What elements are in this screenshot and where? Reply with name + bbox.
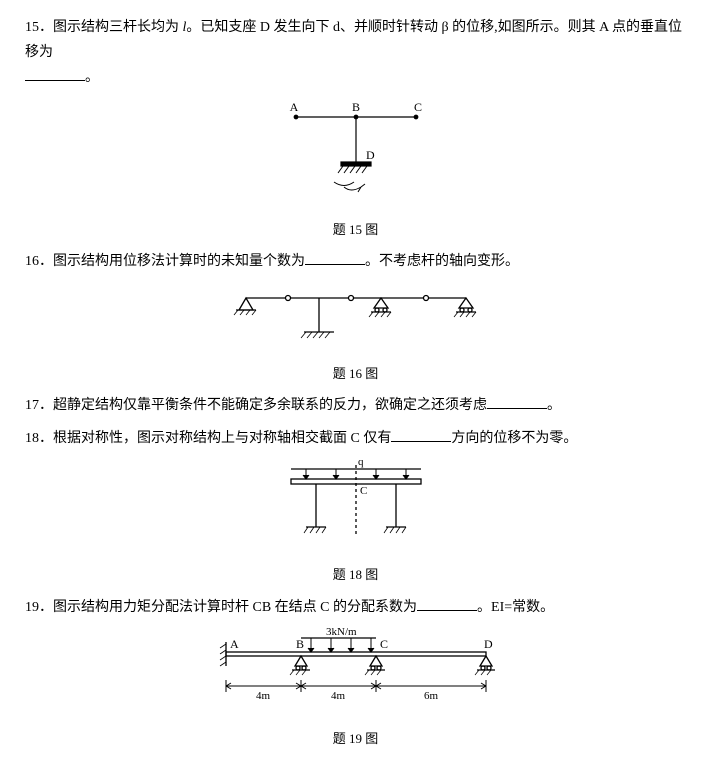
svg-text:A: A xyxy=(230,637,239,651)
q19-b: 。EI=常数。 xyxy=(477,600,554,615)
q15-a: 图示结构三杆长均为 xyxy=(53,20,183,35)
blank-fill xyxy=(391,428,451,442)
q17-end: 。 xyxy=(547,398,561,413)
q16-a: 图示结构用位移法计算时的未知量个数为 xyxy=(53,254,305,269)
q16-num: 16． xyxy=(25,254,53,269)
svg-text:4m: 4m xyxy=(331,690,346,702)
question-15-text: 15．图示结构三杆长均为 l。已知支座 D 发生向下 d、并顺时针转动 β 的位… xyxy=(25,15,686,65)
figure-19-caption: 题 19 图 xyxy=(25,727,686,750)
blank-fill xyxy=(305,251,365,265)
figure-16-svg xyxy=(216,280,496,350)
question-19: 19．图示结构用力矩分配法计算时杆 CB 在结点 C 的分配系数为 。EI=常数。 xyxy=(25,595,686,751)
svg-text:q: q xyxy=(358,457,364,468)
figure-18: q C 题 18 图 xyxy=(25,457,686,587)
question-18: 18．根据对称性，图示对称结构上与对称轴相交截面 C 仅有 方向的位移不为零。 xyxy=(25,426,686,587)
figure-18-caption: 题 18 图 xyxy=(25,563,686,586)
figure-15-caption: 题 15 图 xyxy=(25,218,686,241)
q15-end: 。 xyxy=(85,70,99,85)
svg-text:D: D xyxy=(366,148,375,162)
svg-text:4m: 4m xyxy=(256,690,271,702)
figure-16: 题 16 图 xyxy=(25,280,686,385)
svg-text:3kN/m: 3kN/m xyxy=(326,626,357,638)
question-17: 17．超静定结构仅靠平衡条件不能确定多余联系的反力，欲确定之还须考虑 。 xyxy=(25,393,686,418)
q19-a: 图示结构用力矩分配法计算时杆 CB 在结点 C 的分配系数为 xyxy=(53,600,417,615)
svg-text:B: B xyxy=(296,637,304,651)
q18-b: 方向的位移不为零。 xyxy=(451,431,577,446)
q17-num: 17． xyxy=(25,398,53,413)
blank-fill xyxy=(487,395,547,409)
svg-text:6m: 6m xyxy=(424,690,439,702)
q18-a: 根据对称性，图示对称结构上与对称轴相交截面 C 仅有 xyxy=(53,431,391,446)
question-16: 16．图示结构用位移法计算时的未知量个数为 。不考虑杆的轴向变形。 xyxy=(25,249,686,385)
blank-fill xyxy=(25,67,85,81)
figure-15: A B C D 题 15 图 xyxy=(25,97,686,242)
svg-text:C: C xyxy=(413,100,421,114)
q18-num: 18． xyxy=(25,431,53,446)
blank-fill xyxy=(417,597,477,611)
figure-16-caption: 题 16 图 xyxy=(25,362,686,385)
svg-text:C: C xyxy=(360,485,367,497)
q19-num: 19． xyxy=(25,600,53,615)
svg-text:B: B xyxy=(351,100,359,114)
svg-text:C: C xyxy=(380,637,388,651)
figure-19: A B C D 3kN/m 4m 4m 6m 题 19 图 xyxy=(25,626,686,751)
figure-19-svg: A B C D 3kN/m 4m 4m 6m xyxy=(196,626,516,716)
q15-num: 15． xyxy=(25,20,53,35)
q17-a: 超静定结构仅靠平衡条件不能确定多余联系的反力，欲确定之还须考虑 xyxy=(53,398,487,413)
svg-text:D: D xyxy=(484,637,493,651)
figure-15-svg: A B C D xyxy=(266,97,446,207)
q16-b: 。不考虑杆的轴向变形。 xyxy=(365,254,519,269)
figure-18-svg: q C xyxy=(266,457,446,552)
svg-text:A: A xyxy=(289,100,298,114)
question-15: 15．图示结构三杆长均为 l。已知支座 D 发生向下 d、并顺时针转动 β 的位… xyxy=(25,15,686,241)
